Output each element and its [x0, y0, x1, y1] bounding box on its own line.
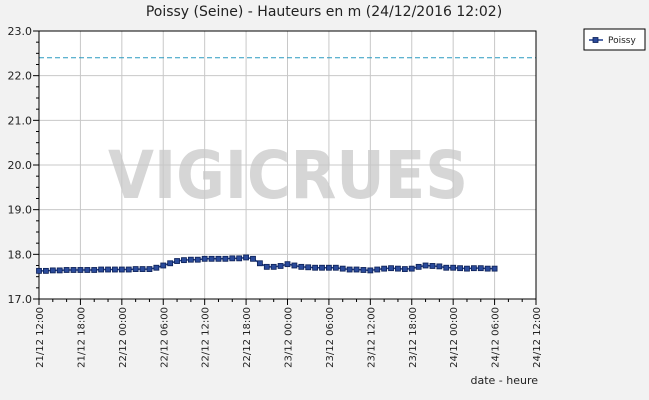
- data-point: [270, 263, 277, 270]
- x-tick-label: 22/12 12:00: [201, 307, 212, 368]
- data-point: [229, 255, 236, 262]
- data-point: [457, 265, 463, 272]
- series-poissy: [36, 254, 498, 274]
- legend-entry-poissy: Poissy: [608, 36, 636, 46]
- data-point: [291, 262, 298, 269]
- chart-title: Poissy (Seine) - Hauteurs en m (24/12/20…: [146, 4, 502, 20]
- data-point: [360, 267, 367, 273]
- y-tick-label: 21.0: [8, 114, 33, 127]
- data-point: [298, 263, 305, 270]
- x-tick-label: 24/12 06:00: [491, 307, 502, 368]
- data-point: [194, 256, 201, 263]
- data-point: [36, 267, 42, 274]
- data-point: [160, 262, 167, 269]
- data-point: [139, 266, 146, 272]
- data-point: [491, 265, 498, 272]
- data-point: [277, 263, 284, 269]
- x-axis-label: date - heure: [470, 374, 538, 387]
- data-point: [388, 265, 394, 272]
- data-point: [312, 264, 319, 271]
- data-point: [326, 264, 332, 271]
- data-point: [146, 266, 153, 272]
- y-tick-label: 22.0: [8, 70, 33, 83]
- data-point: [374, 266, 381, 273]
- data-point: [208, 255, 215, 262]
- data-point: [422, 262, 429, 269]
- data-point: [132, 266, 139, 272]
- legend-marker: [592, 37, 599, 43]
- y-tick-label: 17.0: [8, 293, 33, 306]
- data-point: [477, 265, 484, 272]
- data-point: [339, 265, 346, 272]
- data-point: [443, 264, 450, 271]
- x-axis: 21/12 12:00 21/12 18:00 22/12 00:00 22/12 0…: [35, 299, 543, 368]
- x-tick-label: 23/12 06:00: [325, 307, 336, 368]
- data-point: [353, 266, 360, 273]
- data-point: [332, 264, 339, 271]
- legend: Poissy: [583, 28, 646, 51]
- data-point: [56, 267, 63, 274]
- data-point: [222, 255, 229, 262]
- y-tick-label: 18.0: [8, 248, 33, 261]
- x-tick-label: 22/12 18:00: [242, 307, 253, 368]
- data-point: [436, 263, 443, 270]
- data-point: [401, 266, 408, 272]
- data-point: [470, 265, 477, 272]
- data-point: [49, 267, 56, 274]
- data-point: [256, 260, 263, 267]
- data-point: [215, 255, 222, 262]
- data-point: [70, 267, 77, 273]
- data-point: [484, 265, 491, 272]
- data-point: [167, 260, 174, 267]
- legend-box: [583, 28, 646, 51]
- data-point: [105, 266, 111, 273]
- y-tick-label: 20.0: [8, 159, 33, 172]
- data-point: [181, 257, 187, 264]
- data-point: [118, 266, 125, 273]
- data-point: [243, 254, 249, 261]
- x-tick-label: 23/12 12:00: [366, 307, 377, 368]
- data-point: [77, 267, 84, 273]
- data-point: [91, 267, 98, 273]
- data-point: [319, 264, 325, 271]
- data-point: [112, 266, 118, 273]
- data-point: [305, 264, 312, 271]
- x-tick-label: 21/12 18:00: [76, 307, 87, 368]
- data-point: [381, 265, 388, 272]
- data-point: [408, 265, 415, 272]
- y-axis: 17.0 18.0 19.0 20.0 21.0 22.0 23.0: [8, 25, 39, 306]
- data-point: [43, 267, 49, 274]
- data-point: [429, 263, 436, 269]
- data-point: [367, 267, 374, 274]
- x-tick-label: 22/12 00:00: [118, 307, 129, 368]
- x-tick-label: 24/12 12:00: [532, 307, 543, 368]
- data-point: [415, 263, 422, 270]
- x-tick-label: 24/12 00:00: [449, 307, 460, 368]
- data-point: [263, 263, 270, 270]
- y-tick-label: 19.0: [8, 204, 33, 217]
- x-tick-label: 22/12 06:00: [159, 307, 170, 368]
- data-point: [346, 266, 353, 273]
- data-point: [250, 255, 256, 262]
- data-point: [174, 258, 180, 264]
- data-point: [125, 266, 132, 273]
- data-point: [187, 256, 194, 263]
- data-point: [201, 255, 208, 262]
- data-point: [84, 267, 91, 273]
- data-point: [284, 261, 291, 268]
- data-point: [98, 266, 105, 273]
- data-point: [395, 265, 401, 272]
- data-point: [450, 264, 457, 271]
- data-point: [63, 267, 70, 273]
- y-tick-label: 23.0: [8, 25, 33, 38]
- data-point: [464, 265, 470, 272]
- data-point: [153, 264, 160, 271]
- x-tick-label: 21/12 12:00: [35, 307, 46, 368]
- x-tick-label: 23/12 00:00: [284, 307, 295, 368]
- data-point: [236, 255, 243, 262]
- x-tick-label: 23/12 18:00: [408, 307, 419, 368]
